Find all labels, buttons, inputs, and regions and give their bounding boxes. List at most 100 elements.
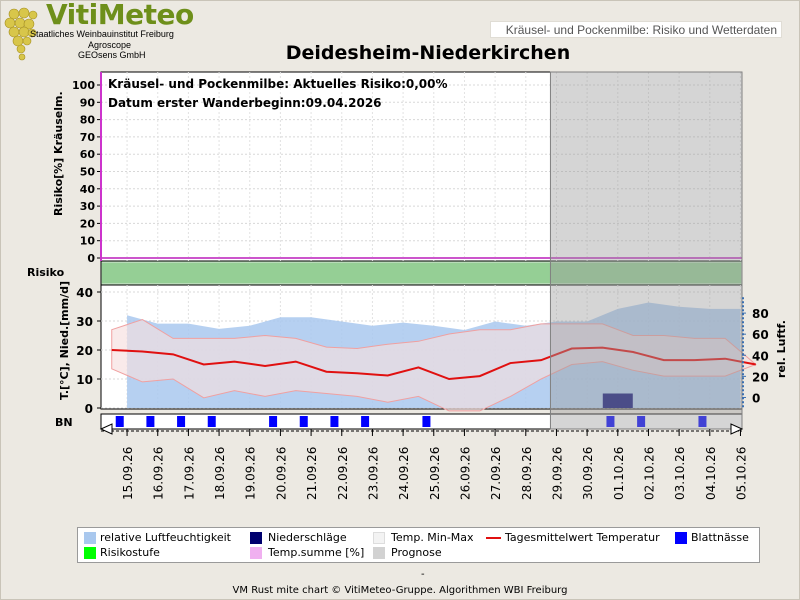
risk-tick-label: 80: [80, 114, 96, 127]
legend-swatch: [84, 532, 96, 544]
x-tick-label: 17.09.26: [182, 447, 196, 500]
legend-label: Niederschläge: [268, 531, 347, 544]
x-tick-label: 04.10.26: [704, 447, 718, 500]
risk-panel: [100, 71, 743, 262]
temp-tick-label: 30: [76, 315, 93, 329]
page-title: Deidesheim-Niederkirchen: [285, 42, 571, 64]
x-tick-label: 02.10.26: [642, 447, 656, 500]
x-tick-label: 01.10.26: [612, 447, 626, 500]
temperature-axis-label: T.[°C], Nied.[mm/d]: [58, 281, 71, 400]
temp-min-max-band: [111, 319, 757, 412]
risk-tick-label: 20: [80, 217, 96, 230]
x-tick-labels: 15.09.26 16.09.26 17.09.26 18.09.26 19.09.26…: [101, 429, 748, 500]
humidity-tick-label: 0: [752, 391, 760, 405]
leaf-wetness-block: [330, 416, 339, 427]
humidity-tick-label: 20: [752, 370, 769, 384]
humidity-tick-label: 80: [752, 307, 769, 321]
forecast-shading: [549, 71, 743, 430]
risk-axis-label: Risiko[%] Kräuselm.: [52, 91, 65, 216]
axis-ticks: 0 10 20 30 40 50 60 70 80 90 100 0 10 20 30 40 0 20 40 60 80: [72, 72, 769, 416]
partner-name: GEOsens GmbH: [78, 50, 146, 60]
risk-tick-label: 0: [87, 252, 95, 265]
x-tick-label: 18.09.26: [213, 447, 227, 500]
brand-name: VitiMeteo: [46, 0, 194, 31]
x-tick-label: 30.09.26: [581, 447, 595, 500]
legend-label: Temp. Min-Max: [391, 531, 474, 544]
x-tick-label: 16.09.26: [152, 447, 166, 500]
leaf-wetness-block: [146, 416, 155, 427]
risk-tick-label: 50: [80, 166, 96, 179]
legend-swatch: [250, 532, 262, 544]
leaf-wetness-block: [269, 416, 278, 427]
x-tick-label: 29.09.26: [550, 447, 564, 500]
legend-label: Tagesmittelwert Temperatur: [505, 531, 660, 544]
x-tick-label: 15.09.26: [121, 447, 135, 500]
humidity-axis-label: rel. Luftf.: [775, 320, 788, 378]
legend-label: Blattnässe: [691, 531, 749, 544]
footer-separator: -: [421, 569, 425, 580]
current-risk-text: Kräusel- und Pockenmilbe: Aktuelles Risi…: [108, 77, 448, 91]
legend-swatch: [373, 547, 385, 559]
precipitation-bar: [602, 393, 633, 408]
risk-tick-label: 30: [80, 200, 96, 213]
leaf-wetness-series: [115, 416, 707, 427]
leaf-wetness-block: [637, 416, 646, 427]
legend-swatch: [373, 532, 385, 544]
risk-band-label: Risiko: [27, 266, 65, 279]
x-tick-label: 24.09.26: [397, 447, 411, 500]
leaf-wetness-block: [361, 416, 370, 427]
x-tick-label: 20.09.26: [274, 447, 288, 500]
partner-name: Agroscope: [88, 40, 132, 50]
chart-tagline: Kräusel- und Pockenmilbe: Risiko und Wet…: [490, 21, 782, 38]
legend-label: relative Luftfeuchtigkeit: [100, 531, 231, 544]
footer-credit: VM Rust mite chart © VitiMeteo-Gruppe. A…: [232, 585, 568, 596]
legend-label: Prognose: [391, 546, 442, 559]
x-tick-label: 23.09.26: [366, 447, 380, 500]
risk-tick-label: 100: [72, 79, 95, 92]
leaf-wetness-block: [115, 416, 124, 427]
leaf-wetness-block: [207, 416, 216, 427]
x-tick-label: 27.09.26: [489, 447, 503, 500]
scroll-right-arrow[interactable]: [730, 423, 744, 435]
leaf-wetness-block: [299, 416, 308, 427]
migration-date-text: Datum erster Wanderbeginn:09.04.2026: [108, 96, 382, 110]
mean-temperature-line: [111, 346, 756, 381]
x-tick-label: 05.10.26: [734, 447, 748, 500]
x-tick-label: 19.09.26: [244, 447, 258, 500]
leaf-wetness-label: BN: [55, 416, 73, 429]
x-tick-label: 03.10.26: [673, 447, 687, 500]
temp-tick-label: 40: [76, 286, 93, 300]
x-tick-label: 25.09.26: [428, 447, 442, 500]
legend-label: Risikostufe: [100, 546, 160, 559]
leaf-wetness-block: [177, 416, 186, 427]
leaf-wetness-block: [606, 416, 615, 427]
legend: relative Luftfeuchtigkeit Niederschläge …: [77, 527, 760, 563]
legend-swatch: [675, 532, 687, 544]
legend-swatch: [250, 547, 262, 559]
leaf-wetness-block: [422, 416, 431, 427]
x-tick-label: 28.09.26: [520, 447, 534, 500]
legend-swatch: [84, 547, 96, 559]
risk-tick-label: 70: [80, 131, 96, 144]
institute-name: Staatliches Weinbauinstitut Freiburg: [30, 29, 174, 39]
scroll-left-arrow[interactable]: [99, 423, 113, 435]
risk-tick-label: 90: [80, 96, 96, 109]
vitimeteo-logo: VitiMeteo Staatliches Weinbauinstitut Fr…: [2, 0, 194, 64]
legend-swatch: [486, 537, 501, 539]
risk-level-bar: [102, 263, 741, 283]
humidity-tick-label: 60: [752, 328, 769, 342]
temp-tick-label: 10: [76, 373, 93, 387]
grape-icon: [4, 7, 38, 61]
x-tick-label: 21.09.26: [305, 447, 319, 500]
x-tick-label: 22.09.26: [336, 447, 350, 500]
weather-series: [102, 263, 757, 412]
risk-tick-label: 60: [80, 148, 96, 161]
risk-tick-label: 10: [80, 235, 96, 248]
temp-tick-label: 20: [76, 344, 93, 358]
x-tick-label: 26.09.26: [458, 447, 472, 500]
temp-tick-label: 0: [85, 402, 93, 416]
legend-label: Temp.summe [%]: [268, 546, 365, 559]
risk-tick-label: 40: [80, 183, 96, 196]
leaf-wetness-block: [698, 416, 707, 427]
